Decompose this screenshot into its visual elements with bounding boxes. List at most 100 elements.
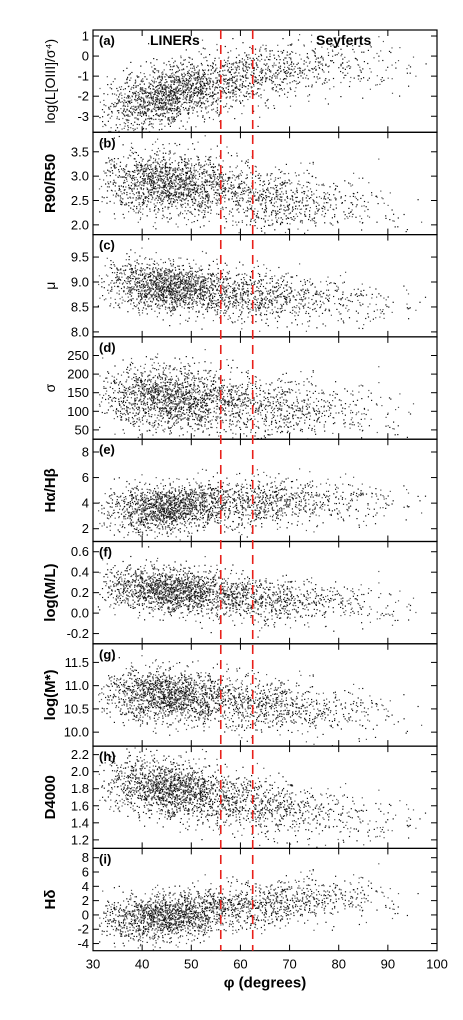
data-point [193,89,196,92]
data-point [188,280,190,282]
data-point [307,181,309,183]
data-point [227,60,229,62]
data-point [253,195,255,197]
data-point [247,159,249,161]
data-point [107,275,109,277]
data-point [186,163,188,165]
data-point [349,195,351,198]
data-point [172,99,174,101]
data-point [139,112,141,114]
data-point [157,107,160,109]
data-point [118,99,120,101]
data-point [174,188,176,190]
data-point [143,183,145,185]
data-point [155,294,157,296]
data-point [190,84,192,86]
data-point [150,111,152,113]
data-point [184,185,186,187]
data-point [292,74,294,77]
data-point [153,187,155,189]
data-point [283,276,285,278]
data-point [271,76,273,78]
data-point [264,102,266,104]
data-point [216,112,218,114]
data-point [175,171,177,173]
data-point [245,86,247,88]
data-point [344,195,347,197]
data-point [226,271,228,273]
data-point [340,55,342,57]
data-point [157,154,159,156]
data-point [197,203,199,205]
data-point [385,299,387,301]
data-point [150,156,152,158]
data-point [236,69,238,71]
data-point [255,191,257,193]
data-point [185,179,187,181]
data-point [160,258,162,261]
data-point [169,92,171,94]
data-point [226,96,228,98]
data-point [192,112,194,114]
data-point [192,67,194,69]
data-point [177,175,179,177]
data-point [273,73,275,75]
data-point [291,62,293,64]
data-point [303,172,305,174]
data-point [148,117,150,119]
data-point [140,87,142,89]
data-point [215,192,217,194]
data-point [166,86,169,88]
data-point [242,190,244,192]
data-point [178,100,180,102]
data-point [150,171,152,173]
data-point [315,81,317,83]
data-point [177,183,179,185]
data-point [195,178,197,180]
data-point [163,191,165,193]
data-point [317,202,319,204]
data-point [142,78,144,80]
data-point [266,100,268,102]
data-point [123,122,125,124]
data-point [282,183,284,185]
data-point [310,41,312,43]
data-point [140,106,142,108]
data-point [202,74,205,77]
data-point [185,289,187,291]
data-point [246,72,248,74]
data-point [186,102,188,104]
data-point [169,157,171,159]
data-point [198,201,200,203]
data-point [212,81,214,83]
data-point [179,272,181,275]
data-point [139,206,142,208]
data-point [214,71,216,73]
data-point [231,188,233,190]
data-point [228,179,230,181]
data-point [308,85,310,87]
data-point [175,177,177,180]
data-point [129,280,131,282]
data-point [129,102,131,105]
data-point [247,207,249,210]
data-point [130,207,132,209]
data-point [290,57,292,59]
data-point [157,92,160,94]
data-point [174,285,177,287]
data-point [187,92,189,94]
data-point [163,84,165,86]
data-point [194,183,197,185]
data-point [132,208,134,210]
data-point [201,39,204,41]
data-point [174,194,176,196]
data-point [199,81,202,83]
data-point [290,59,292,61]
data-point [250,220,252,222]
data-point [140,163,142,165]
data-point [306,204,308,207]
data-point [223,78,225,80]
data-point [164,182,166,184]
data-point [196,191,198,193]
data-point [117,158,119,160]
